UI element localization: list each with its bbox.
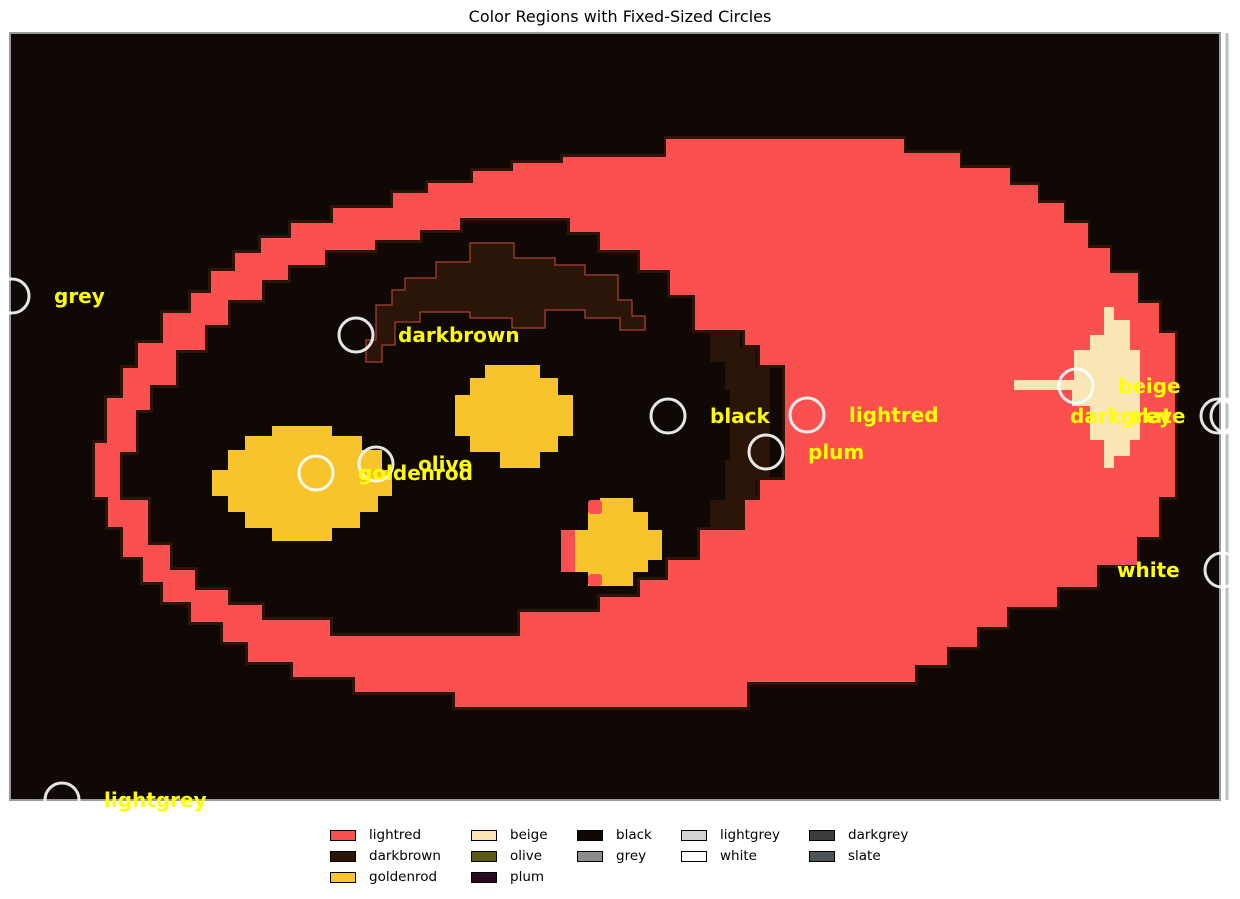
legend-swatch-goldenrod — [330, 871, 356, 883]
circle-marker-slate: slate — [1130, 397, 1240, 435]
circle-marker-white: white — [1117, 551, 1240, 589]
legend-label-black: black — [616, 827, 652, 843]
circle-label-plum: plum — [808, 440, 864, 464]
circle-darkbrown — [337, 316, 375, 354]
circle-marker-darkbrown: darkbrown — [337, 316, 520, 354]
beige-region — [1014, 307, 1140, 468]
circle-label-beige: beige — [1118, 374, 1181, 398]
circle-label-darkbrown: darkbrown — [398, 323, 520, 347]
circle-slate — [1209, 397, 1240, 435]
darkbrown-region — [365, 242, 770, 528]
circle-label-lightred: lightred — [849, 403, 939, 427]
circle-marker-lightred: lightred — [788, 396, 939, 434]
circle-label-grey: grey — [54, 284, 105, 308]
legend-item-darkbrown: darkbrown — [330, 847, 441, 865]
circle-label-darkgrey: darkgrey — [1070, 404, 1172, 428]
circle-marker-darkgrey: darkgrey — [1070, 397, 1237, 435]
circle-goldenrod — [297, 454, 335, 492]
legend-label-plum: plum — [510, 869, 545, 885]
legend-label-beige: beige — [510, 827, 548, 843]
legend-item-beige: beige — [471, 826, 548, 844]
circle-label-goldenrod: goldenrod — [358, 461, 473, 485]
legend-swatch-darkbrown — [330, 850, 356, 862]
circle-label-slate: slate — [1130, 404, 1185, 428]
legend-swatch-white — [681, 850, 707, 862]
circle-grey — [0, 277, 31, 315]
legend-item-darkgrey: darkgrey — [809, 826, 908, 844]
circle-marker-black: black — [649, 397, 771, 435]
circle-lightgrey — [43, 781, 81, 819]
circle-marker-beige: beige — [1057, 367, 1181, 405]
legend-label-lightred: lightred — [369, 827, 422, 843]
legend-swatch-lightgrey — [681, 829, 707, 841]
circle-label-black: black — [710, 404, 771, 428]
circle-white — [1203, 551, 1240, 589]
circle-label-olive: olive — [418, 452, 472, 476]
legend-item-lightred: lightred — [330, 826, 421, 844]
circle-marker-plum: plum — [747, 433, 864, 471]
legend-swatch-black — [577, 829, 603, 841]
circle-plum — [747, 433, 785, 471]
legend-swatch-beige — [471, 829, 497, 841]
legend-item-grey: grey — [577, 847, 646, 865]
goldenrod-blob-mid — [455, 365, 573, 468]
legend-label-white: white — [720, 848, 757, 864]
legend-item-plum: plum — [471, 868, 544, 886]
circle-darkgrey — [1199, 397, 1237, 435]
legend-swatch-plum — [471, 871, 497, 883]
legend-label-lightgrey: lightgrey — [720, 827, 781, 843]
legend-swatch-slate — [809, 850, 835, 862]
legend-swatch-lightred — [330, 829, 356, 841]
circle-marker-lightgrey: lightgrey — [43, 781, 207, 819]
legend-item-goldenrod: goldenrod — [330, 868, 437, 886]
legend-item-black: black — [577, 826, 652, 844]
chart-title: Color Regions with Fixed-Sized Circles — [468, 7, 772, 26]
legend-item-lightgrey: lightgrey — [681, 826, 780, 844]
legend-label-darkgrey: darkgrey — [848, 827, 909, 843]
goldenrod-blob-small — [574, 498, 662, 586]
legend-label-slate: slate — [848, 848, 881, 864]
legend-label-olive: olive — [510, 848, 543, 864]
circle-black — [649, 397, 687, 435]
circle-olive — [357, 445, 395, 483]
legend-item-white: white — [681, 847, 757, 865]
legend-item-olive: olive — [471, 847, 542, 865]
circle-lightred — [788, 396, 826, 434]
legend-swatch-olive — [471, 850, 497, 862]
goldenrod-regions — [212, 365, 662, 586]
legend-swatch-grey — [577, 850, 603, 862]
legend: lightred darkbrown goldenrod beige olive plum… — [330, 826, 930, 892]
circle-marker-goldenrod: goldenrod — [297, 454, 473, 492]
circle-label-white: white — [1117, 558, 1180, 582]
circle-label-lightgrey: lightgrey — [104, 788, 207, 812]
legend-swatch-darkgrey — [809, 829, 835, 841]
legend-label-goldenrod: goldenrod — [369, 869, 438, 885]
circle-marker-olive: olive — [357, 445, 472, 483]
legend-label-grey: grey — [616, 848, 647, 864]
legend-label-darkbrown: darkbrown — [369, 848, 441, 864]
legend-item-slate: slate — [809, 847, 881, 865]
circle-beige — [1057, 367, 1095, 405]
circle-marker-grey: grey — [0, 277, 105, 315]
